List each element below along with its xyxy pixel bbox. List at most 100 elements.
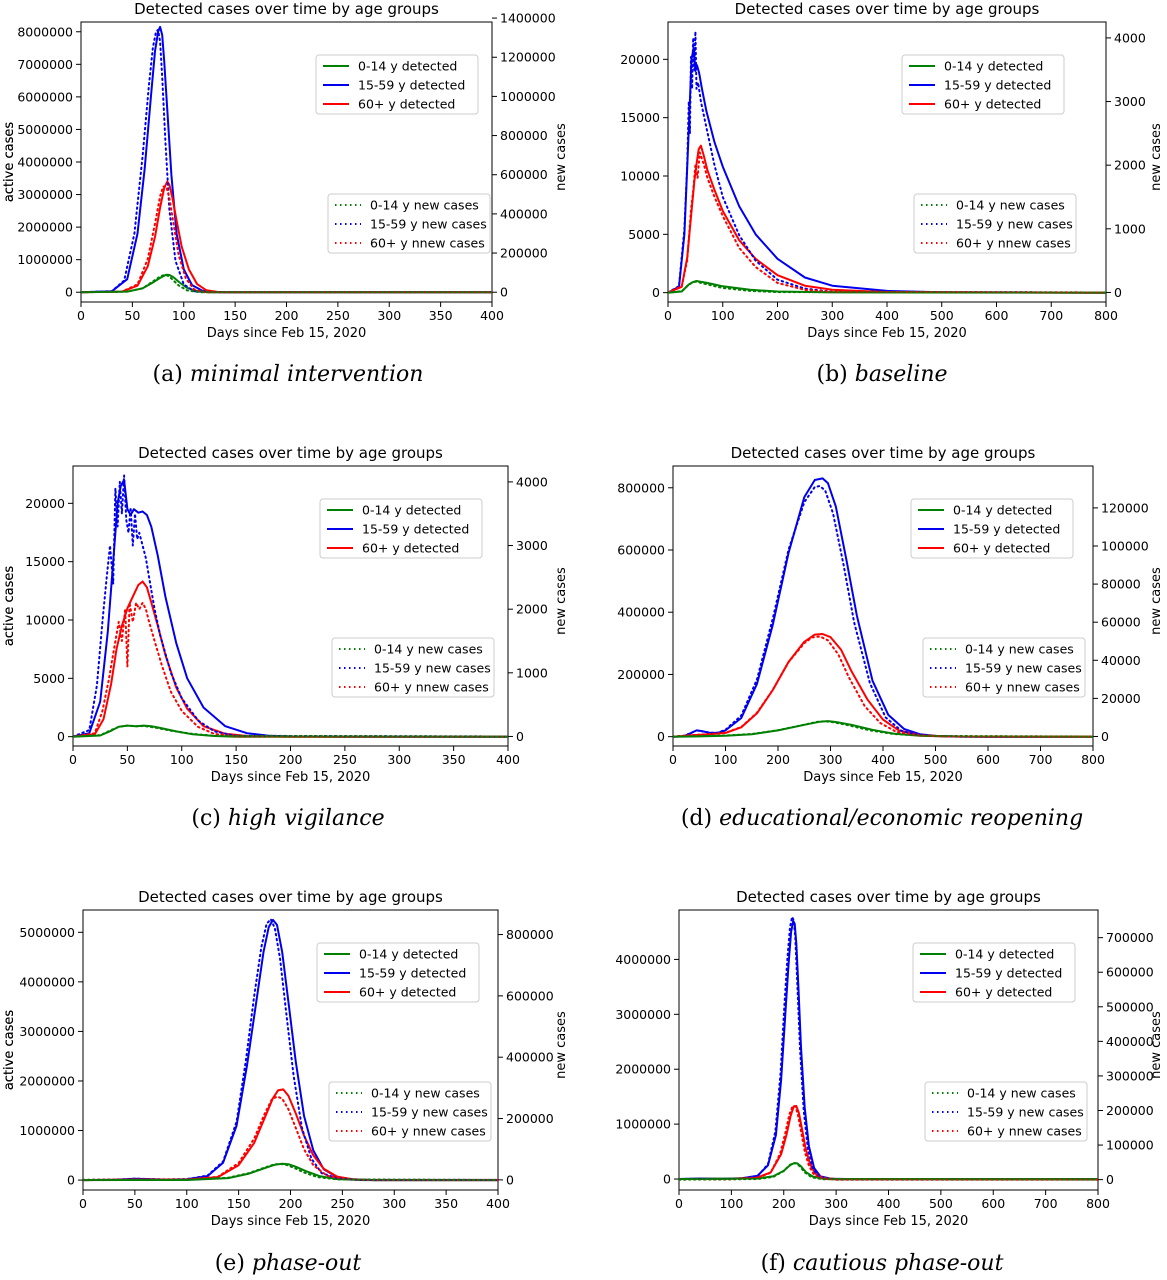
- caption-f: (f) cautious phase-out: [612, 1251, 1152, 1276]
- y-tick-label: 10000: [25, 613, 65, 628]
- legend-label: 0-14 y detected: [955, 947, 1054, 962]
- y2-tick-label: 400000: [506, 1050, 554, 1065]
- caption-e: (e) phase-out: [18, 1251, 558, 1276]
- series-group: [83, 918, 498, 1182]
- y2-tick-label: 100000: [1106, 1138, 1154, 1153]
- legend-new-cases: 0-14 y new cases 15-59 y new cases 60+ y n…: [924, 1081, 1088, 1142]
- caption-text: baseline: [854, 362, 948, 387]
- x-tick-label: 800: [1094, 308, 1118, 323]
- caption-text: high vigilance: [227, 806, 385, 831]
- legend-label: 60+ y detected: [953, 541, 1050, 556]
- x-tick-label: 0: [69, 752, 77, 767]
- y-tick-label: 0: [663, 1172, 671, 1187]
- legend-new-cases: 0-14 y new cases 15-59 y new cases 60+ y n…: [328, 1081, 492, 1142]
- series-line-15-59-y-detected: [81, 25, 492, 294]
- y2-tick-label: 20000: [1101, 691, 1141, 706]
- legend-new-cases: 0-14 y new cases 15-59 y new cases 60+ y n…: [922, 637, 1086, 698]
- x-tick-label: 700: [1034, 1196, 1058, 1211]
- series-line-60-y-detected: [81, 180, 492, 294]
- caption-text: phase-out: [251, 1251, 362, 1276]
- legend-label: 15-59 y detected: [362, 522, 469, 537]
- y-tick-label: 3000000: [615, 1007, 671, 1022]
- y2-tick-label: 400000: [500, 206, 548, 221]
- y2-tick-label: 800000: [500, 128, 548, 143]
- x-tick-label: 100: [719, 1196, 743, 1211]
- x-axis-label: Days since Feb 15, 2020: [207, 326, 367, 341]
- x-tick-label: 300: [824, 1196, 848, 1211]
- legend-label: 0-14 y new cases: [374, 642, 483, 657]
- y2-tick-label: 300000: [1106, 1068, 1154, 1083]
- y-tick-label: 8000000: [17, 24, 73, 39]
- legend-box: [922, 637, 1086, 698]
- y-tick-label: 3000000: [17, 187, 73, 202]
- y-tick-label: 2000000: [17, 220, 73, 235]
- y-tick-label: 4000000: [17, 155, 73, 170]
- legend-label: 15-59 y new cases: [374, 661, 491, 676]
- legend-label: 0-14 y new cases: [965, 642, 1074, 657]
- y-axis-label: active cases: [2, 566, 17, 647]
- y-tick-label: 5000: [628, 227, 660, 242]
- y-axis-label: active cases: [2, 122, 17, 203]
- x-tick-label: 0: [77, 308, 85, 323]
- y2-axis-label: new cases: [1149, 1011, 1164, 1079]
- legend-label: 60+ y nnew cases: [956, 236, 1071, 251]
- legend-label: 60+ y detected: [358, 97, 455, 112]
- y-axis-label: active cases: [2, 566, 17, 647]
- y-tick-label: 15000: [25, 554, 65, 569]
- x-tick-label: 400: [875, 308, 899, 323]
- y2-tick-label: 3000: [1114, 94, 1146, 109]
- x-tick-label: 100: [714, 752, 738, 767]
- y-axis-label: active cases: [2, 122, 17, 203]
- y-tick-label: 20000: [25, 496, 65, 511]
- y2-tick-label: 0: [1101, 729, 1109, 744]
- y2-tick-label: 1200000: [500, 50, 556, 65]
- y2-tick-label: 4000: [516, 474, 548, 489]
- legend-box: [328, 1081, 492, 1142]
- y-tick-label: 5000: [33, 671, 65, 686]
- y2-tick-label: 120000: [1101, 500, 1149, 515]
- caption-text: cautious phase-out: [792, 1251, 1004, 1276]
- chart-panel-b: Detected cases over time by age groups 0 1…: [2, 0, 1164, 341]
- series-line-0-14-y-new-cases: [73, 724, 508, 738]
- y2-axis-label: new cases: [554, 567, 569, 635]
- legend-label: 0-14 y new cases: [956, 198, 1065, 213]
- y-tick-label: 5000000: [17, 122, 73, 137]
- x-axis-label: Days since Feb 15, 2020: [807, 326, 967, 341]
- x-tick-label: 150: [223, 308, 247, 323]
- x-tick-label: 400: [496, 752, 520, 767]
- y2-tick-label: 0: [516, 729, 524, 744]
- x-tick-label: 300: [820, 308, 844, 323]
- legend-box: [924, 1081, 1088, 1142]
- y-tick-label: 10000: [620, 169, 660, 184]
- x-tick-label: 100: [711, 308, 735, 323]
- caption-b: (b) baseline: [612, 362, 1152, 387]
- x-tick-label: 400: [877, 1196, 901, 1211]
- x-axis-label: Days since Feb 15, 2020: [809, 1214, 969, 1229]
- legend-detected: 0-14 y detected 15-59 y detected 60+ y det…: [315, 54, 479, 115]
- y-tick-label: 800000: [617, 480, 665, 495]
- x-tick-label: 50: [127, 1196, 143, 1211]
- series-line-15-59-y-detected: [673, 477, 1093, 738]
- y2-tick-label: 100000: [1101, 539, 1149, 554]
- y2-axis-label: new cases: [1149, 567, 1164, 635]
- x-tick-label: 600: [981, 1196, 1005, 1211]
- legend-detected: 0-14 y detected 15-59 y detected 60+ y det…: [319, 498, 483, 559]
- legend-label: 60+ y detected: [362, 541, 459, 556]
- legend-label: 15-59 y new cases: [370, 217, 487, 232]
- caption-d: (d) educational/economic reopening: [612, 806, 1152, 831]
- legend-label: 60+ y nnew cases: [370, 236, 485, 251]
- x-tick-label: 200: [772, 1196, 796, 1211]
- x-tick-label: 400: [486, 1196, 510, 1211]
- caption-letter: (f): [760, 1251, 786, 1276]
- x-tick-label: 700: [1039, 308, 1063, 323]
- y2-tick-label: 200000: [500, 246, 548, 261]
- chart-title: Detected cases over time by age groups: [731, 444, 1036, 462]
- series-line-0-14-y-new-cases: [668, 280, 1106, 294]
- legend-label: 15-59 y new cases: [371, 1105, 488, 1120]
- y2-tick-label: 3000: [516, 538, 548, 553]
- y2-tick-label: 2000: [1114, 158, 1146, 173]
- caption-letter: (a): [152, 362, 183, 387]
- legend-label: 15-59 y detected: [955, 966, 1062, 981]
- y-axis-label: active cases: [2, 1010, 17, 1091]
- legend-label: 15-59 y detected: [953, 522, 1060, 537]
